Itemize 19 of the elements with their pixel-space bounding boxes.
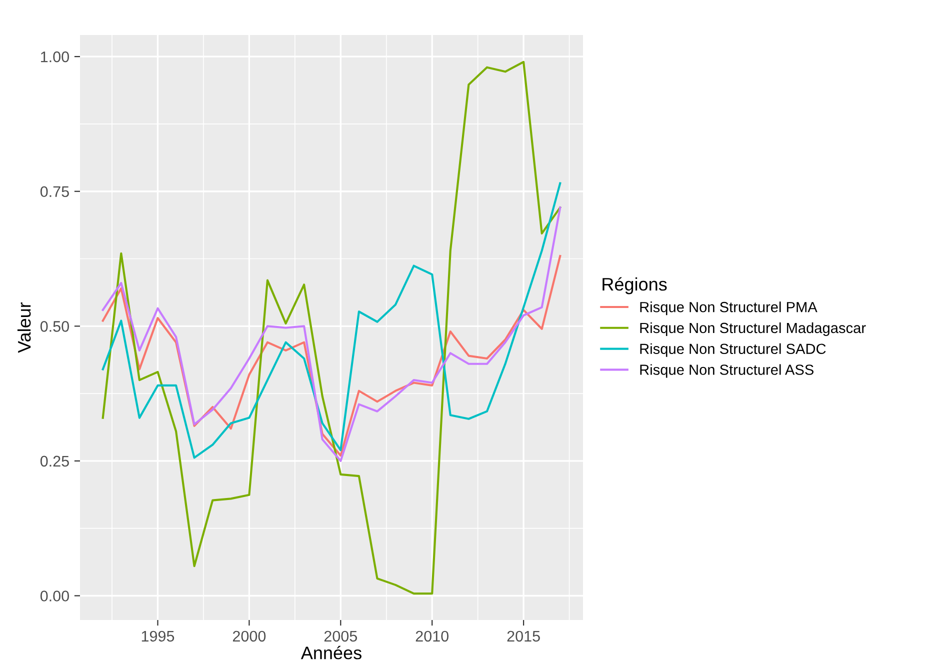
line-series xyxy=(102,60,562,595)
y-axis-title: Valeur xyxy=(17,302,31,353)
y-tick-label: 0.25 xyxy=(40,456,69,467)
legend-label: Risque Non Structurel Madagascar xyxy=(640,322,866,336)
x-tick-label: 2000 xyxy=(232,630,266,642)
x-tick-label: 2010 xyxy=(416,630,448,642)
x-tick-label: 2005 xyxy=(324,630,357,642)
x-axis-title: Années xyxy=(300,646,362,660)
legend-label: Risque Non Structurel SADC xyxy=(640,343,826,357)
y-tick-label: 0.75 xyxy=(40,186,69,198)
line-series xyxy=(102,255,562,457)
x-tick-label: 2015 xyxy=(507,630,540,642)
legend-label: Risque Non Structurel PMA xyxy=(640,302,818,316)
y-tick-label: 0.00 xyxy=(40,590,69,602)
legend-label: Risque Non Structurel ASS xyxy=(640,364,814,378)
legend-title: Régions xyxy=(602,277,667,294)
y-tick-label: 0.50 xyxy=(40,321,69,332)
x-tick-label: 1995 xyxy=(142,630,174,642)
y-tick-label: 1.00 xyxy=(41,51,69,62)
